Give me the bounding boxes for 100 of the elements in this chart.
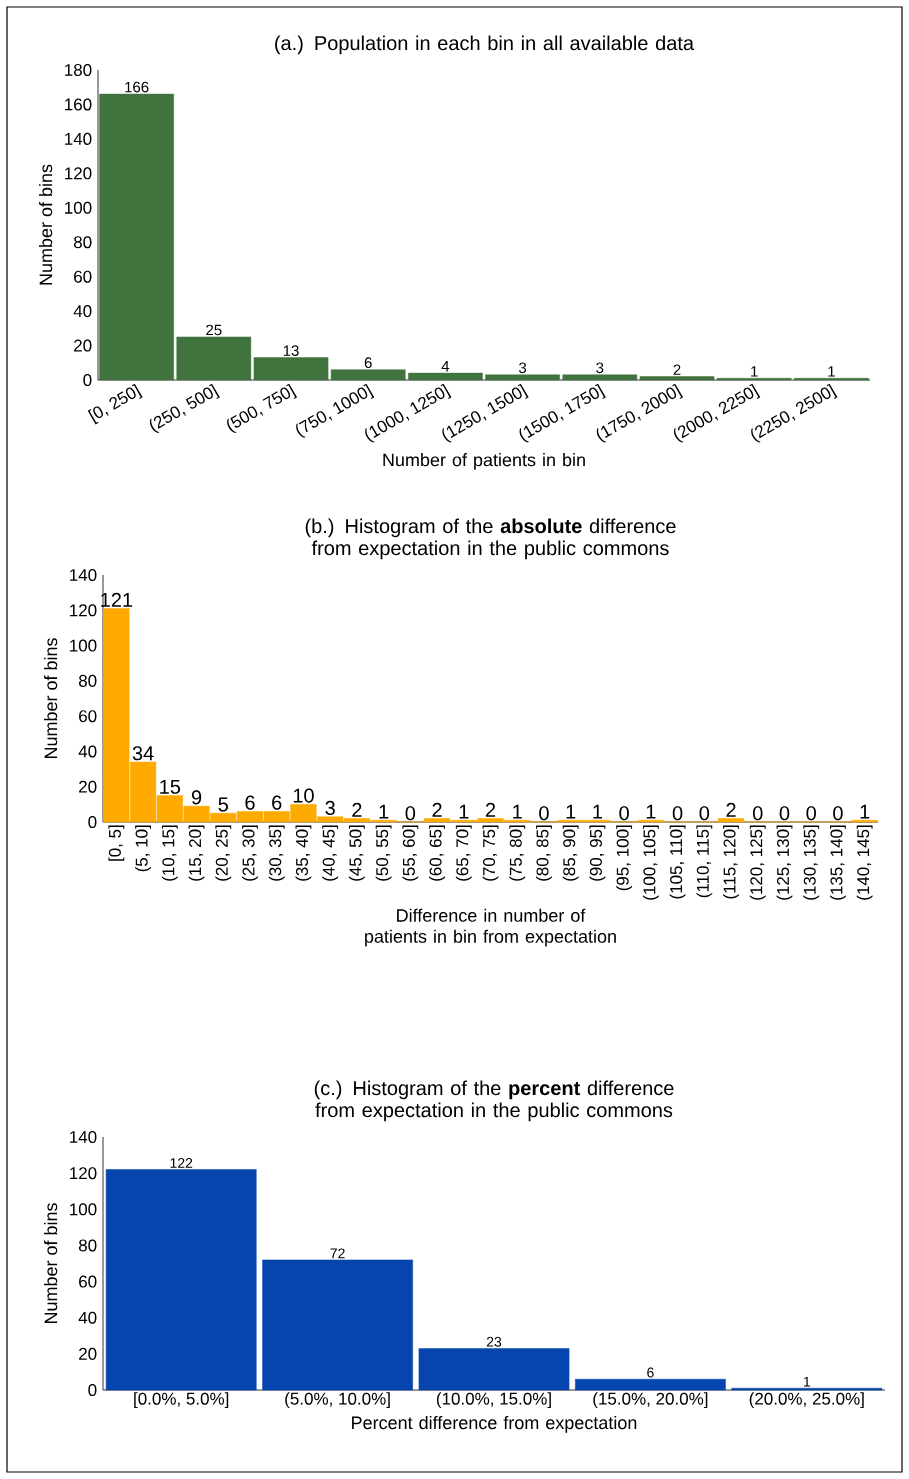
y-tick-label: 100	[70, 639, 97, 652]
x-tick-label: (5, 10]	[135, 825, 152, 872]
x-tick-label: (55, 60]	[402, 825, 419, 881]
x-tick-label: [0, 5]	[108, 825, 125, 861]
data-label: 1	[751, 366, 758, 377]
x-tick-label: (250, 500]	[149, 383, 220, 433]
x-axis-title: Number of patients in bin	[383, 453, 585, 470]
x-tick-label: (45, 50]	[348, 825, 365, 881]
y-tick-label: 160	[65, 98, 92, 111]
x-tick-label: (115, 120]	[723, 825, 739, 899]
data-label: 13	[283, 345, 299, 356]
x-tick-label: (15.0%, 20.0%]	[593, 1392, 708, 1409]
data-label: 2	[352, 802, 362, 817]
x-tick-label: (130, 135]	[803, 825, 820, 900]
data-label: 6	[245, 795, 255, 810]
x-tick-label: (120, 125]	[749, 825, 766, 900]
y-tick-label: 20	[74, 339, 92, 352]
y-tick-label: 100	[65, 201, 92, 214]
chart-title: (c.) Histogram of the percent difference from expectation in the public commons	[314, 1080, 674, 1122]
y-tick-label: 40	[78, 745, 97, 758]
x-tick-label: (20, 25]	[215, 825, 232, 881]
data-label: 2	[726, 802, 736, 817]
x-tick-label: (105, 110]	[669, 825, 686, 899]
y-tick-label: 80	[78, 1239, 97, 1252]
data-label: 23	[486, 1336, 502, 1347]
bar	[485, 374, 560, 381]
x-tick-label: (40, 45]	[322, 825, 339, 881]
data-label: 3	[519, 362, 527, 374]
y-tick-label: 80	[78, 674, 97, 687]
data-label: 2	[432, 802, 442, 817]
y-tick-label: 180	[65, 63, 92, 77]
x-tick-label: (125, 130]	[776, 825, 793, 900]
data-label: 1	[566, 804, 576, 819]
data-label: 4	[441, 361, 450, 372]
x-tick-label: (85, 90]	[562, 825, 579, 881]
y-tick-label: 80	[73, 236, 92, 249]
y-tick-label: 0	[88, 815, 97, 829]
data-label: 1	[646, 804, 656, 819]
x-axis-title: Percent difference from expectation	[352, 1415, 637, 1433]
bar	[408, 372, 483, 381]
chart-title: (b.) Histogram of the absolute difference from expectation in the public commons	[305, 518, 676, 560]
data-label: 15	[160, 779, 181, 794]
data-label: 6	[647, 1367, 654, 1378]
x-tick-label: (25, 30]	[242, 825, 258, 881]
bar	[262, 1259, 413, 1391]
x-tick-label: (5.0%, 10.0%]	[285, 1392, 390, 1409]
y-tick-label: 120	[70, 604, 97, 617]
y-axis-title: Number of bins	[44, 1203, 58, 1324]
data-label: 10	[293, 788, 314, 803]
bar	[99, 93, 174, 381]
bar	[575, 1378, 726, 1391]
y-tick-label: 60	[79, 1275, 97, 1288]
data-label: 5	[218, 797, 228, 812]
data-label: 34	[132, 746, 154, 761]
x-tick-label: (95, 100]	[616, 825, 633, 891]
x-tick-label: (70, 75]	[482, 825, 499, 881]
x-tick-label: (35, 40]	[295, 825, 312, 881]
y-tick-label: 60	[74, 270, 92, 283]
bar	[105, 1169, 257, 1391]
data-label: 0	[699, 806, 710, 821]
data-label: 0	[539, 806, 549, 821]
x-tick-label: (10.0%, 15.0%]	[436, 1392, 551, 1409]
x-tick-label: (15, 20]	[188, 825, 205, 881]
x-tick-label: (140, 145]	[856, 825, 873, 900]
data-label: 0	[779, 806, 790, 821]
data-label: 1	[860, 804, 870, 819]
x-tick-label: (80, 85]	[536, 825, 552, 881]
y-tick-label: 100	[70, 1203, 97, 1216]
x-tick-label: (100, 105]	[642, 825, 659, 900]
data-label: 122	[170, 1158, 193, 1168]
y-tick-label: 140	[70, 1130, 97, 1144]
data-label: 166	[125, 81, 149, 93]
x-tick-label: (10, 15]	[161, 825, 178, 881]
data-label: 6	[364, 357, 372, 368]
y-tick-label: 0	[83, 373, 92, 387]
y-tick-label: 0	[88, 1383, 97, 1397]
y-tick-label: 40	[73, 305, 92, 318]
x-tick-label: (20.0%, 25.0%]	[749, 1392, 864, 1409]
x-tick-label: (60, 65]	[429, 825, 445, 881]
y-tick-label: 20	[79, 1347, 97, 1360]
data-label: 0	[806, 806, 816, 821]
bar	[418, 1348, 570, 1391]
x-tick-label: (90, 95]	[589, 825, 606, 881]
data-label: 1	[593, 804, 602, 819]
x-axis-title: Difference in number of patients in bin from expectation	[365, 908, 616, 947]
y-tick-label: 140	[65, 132, 92, 145]
data-label: 2	[485, 802, 496, 817]
x-tick-label: (135, 140]	[830, 825, 846, 900]
data-label: 0	[752, 806, 763, 821]
y-axis-title: Number of bins	[44, 638, 58, 759]
x-tick-label: (50, 55]	[375, 825, 392, 881]
data-label: 3	[596, 362, 604, 374]
data-label: 6	[272, 795, 282, 810]
x-tick-label: (75, 80]	[509, 825, 526, 881]
x-tick-label: (30, 35]	[268, 825, 285, 881]
data-label: 1	[828, 366, 835, 377]
data-label: 25	[206, 324, 222, 336]
data-label: 72	[330, 1248, 345, 1259]
y-tick-label: 120	[70, 1167, 97, 1180]
y-tick-label: 120	[65, 167, 92, 180]
